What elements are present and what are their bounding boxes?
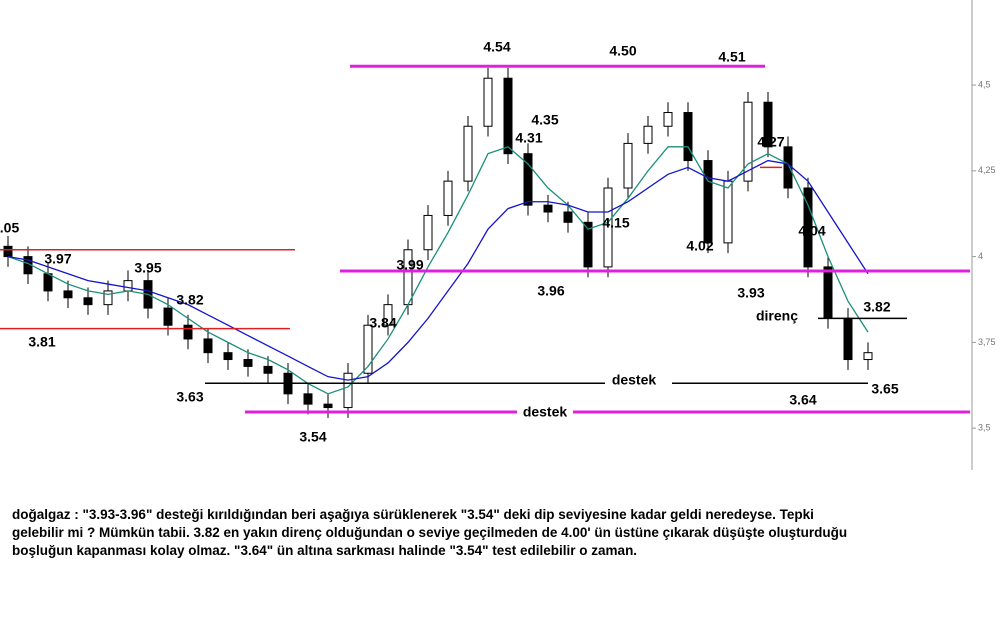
candle-body (263, 365, 273, 374)
candle-body (503, 77, 513, 155)
candle-body (483, 77, 493, 127)
annotation: 3.82 (176, 292, 203, 308)
candle-body (723, 180, 733, 244)
candle-body (123, 280, 133, 292)
candle-body (383, 304, 393, 326)
annotation: 4.35 (531, 112, 558, 128)
candle-body (43, 273, 53, 292)
y-tick-label: 4,25 (978, 165, 996, 175)
candle-body (563, 211, 573, 223)
y-tick-label: 4,5 (978, 79, 991, 89)
label-bg (606, 372, 662, 390)
annotation: 3.99 (396, 257, 423, 273)
candle-body (663, 112, 673, 127)
annotation: 3.64 (789, 392, 816, 408)
candle-body (63, 290, 73, 299)
candle-body (743, 101, 753, 182)
annotation: destek (612, 372, 657, 388)
candle-body (603, 187, 613, 268)
candle-body (163, 307, 173, 326)
annotation: 4.02 (686, 238, 713, 254)
candle-body (583, 221, 593, 268)
annotation: 3.63 (176, 389, 203, 405)
candle-body (363, 324, 373, 374)
y-tick-label: 3,75 (978, 337, 996, 347)
annotation: 3.96 (537, 283, 564, 299)
label-bg (517, 404, 573, 422)
candle-body (763, 101, 773, 148)
candle-body (443, 180, 453, 216)
annotation: 3.81 (28, 334, 55, 350)
candle-body (843, 317, 853, 361)
candle-body (103, 290, 113, 306)
caption: doğalgaz : "3.93-3.96" desteği kırıldığı… (12, 506, 997, 560)
annotation: 3.84 (369, 315, 396, 331)
annotation: direnç (756, 308, 798, 324)
caption-line: doğalgaz : "3.93-3.96" desteği kırıldığı… (12, 507, 814, 522)
annotation: 4.50 (609, 43, 636, 59)
candle-body (783, 146, 793, 189)
annotation: 3.54 (299, 429, 326, 445)
candle-body (223, 352, 233, 361)
candle-body (523, 153, 533, 206)
annotation: 4.31 (515, 130, 542, 146)
annotation: 4.51 (718, 49, 745, 65)
annotation: 3.95 (134, 260, 161, 276)
caption-line: boşluğun kapanması kolay olmaz. "3.64" ü… (12, 543, 638, 558)
candle-body (423, 214, 433, 251)
candle-body (683, 112, 693, 162)
annotation: 3.65 (871, 381, 898, 397)
annotation: 3.93 (737, 285, 764, 301)
annotation: 4.27 (757, 134, 784, 150)
candle-body (823, 266, 833, 319)
moving-average (7, 146, 869, 395)
caption-line: gelebilir mi ? Mümkün tabii. 3.82 en yak… (12, 525, 848, 540)
y-tick-label: 3,5 (978, 423, 991, 433)
candle-body (543, 204, 553, 213)
annotation: 4.05 (0, 220, 19, 236)
candle-body (3, 245, 13, 258)
annotation: 4.15 (602, 215, 629, 231)
y-tick-label: 4 (978, 251, 983, 261)
moving-average (7, 159, 869, 381)
candle-body (643, 125, 653, 144)
candle-body (83, 297, 93, 306)
candle-body (863, 352, 873, 361)
annotation: 3.97 (44, 251, 71, 267)
candle-body (323, 403, 333, 409)
candle-body (463, 125, 473, 182)
annotation: 4.04 (798, 223, 825, 239)
annotation: 3.82 (863, 299, 890, 315)
candle-body (803, 187, 813, 268)
candle-body (303, 393, 313, 405)
chart: 3,5 3,75 4 4,25 4,5 4.05 3.97 3.95 3.82 3.81 3.63 3… (0, 0, 996, 470)
annotation: 4.54 (483, 39, 510, 55)
candle-body (343, 372, 353, 409)
candle-body (183, 324, 193, 340)
candle-body (703, 160, 713, 244)
annotation: destek (523, 404, 568, 420)
candle-body (203, 338, 213, 354)
candle-body (243, 359, 253, 367)
candle-body (623, 142, 633, 189)
